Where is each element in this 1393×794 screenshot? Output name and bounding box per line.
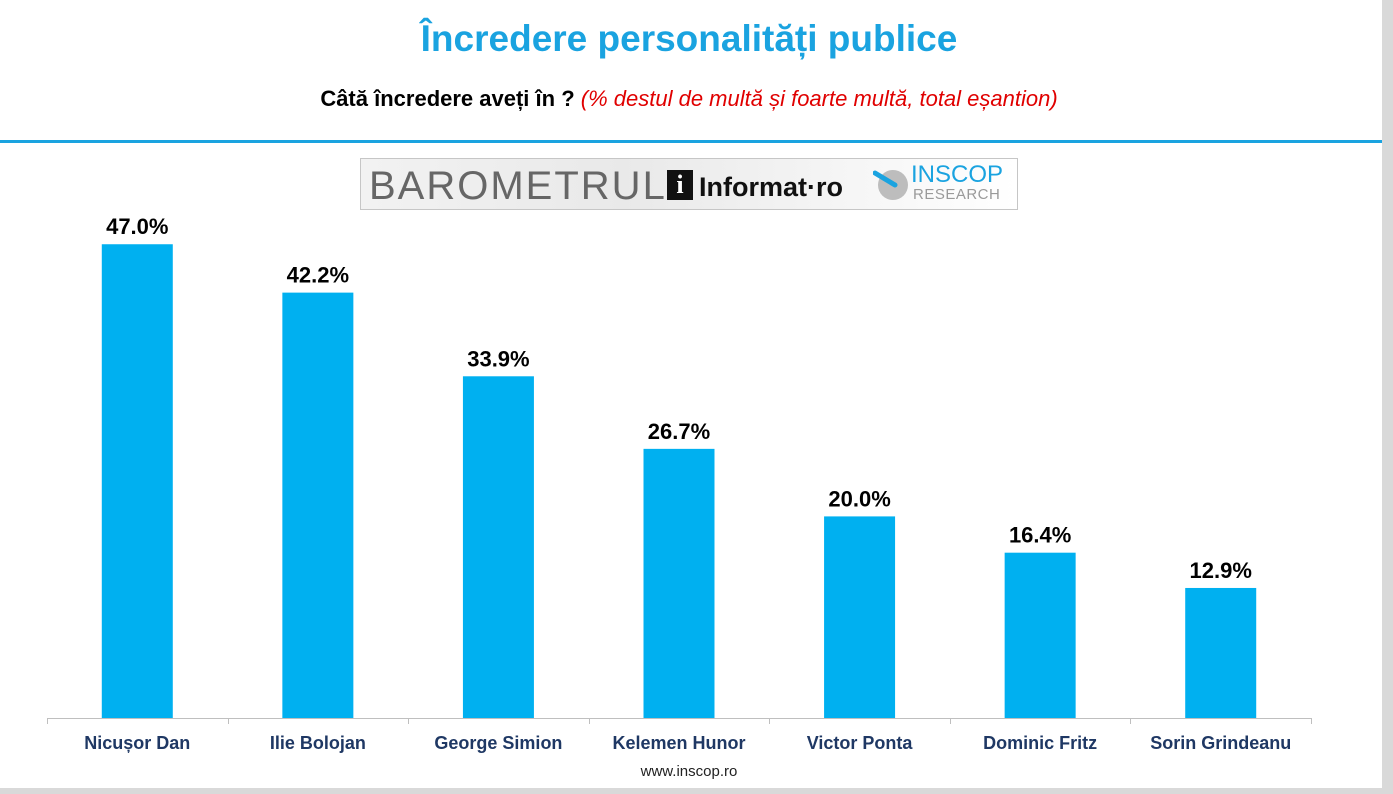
research-wordmark: RESEARCH bbox=[913, 186, 1001, 203]
barometrul-logo-banner: BAROMETRUL i Informat·ro INSCOP RESEARCH bbox=[360, 158, 1018, 210]
bar-value-label: 12.9% bbox=[1190, 558, 1252, 583]
bar bbox=[1004, 552, 1076, 718]
category-label: Kelemen Hunor bbox=[612, 733, 745, 753]
category-label: Victor Ponta bbox=[807, 733, 914, 753]
survey-note: (% destul de multă și foarte multă, tota… bbox=[580, 86, 1058, 111]
bar-value-label: 47.0% bbox=[106, 214, 168, 239]
source-url: www.inscop.ro bbox=[640, 763, 738, 780]
inscop-icon bbox=[872, 167, 909, 208]
bar bbox=[282, 292, 354, 718]
category-label: Ilie Bolojan bbox=[270, 733, 366, 753]
bar bbox=[1185, 587, 1257, 718]
bar bbox=[101, 244, 173, 719]
informat-wordmark: Informat·ro bbox=[699, 172, 843, 202]
category-label: Dominic Fritz bbox=[983, 733, 1097, 753]
category-label: Nicușor Dan bbox=[84, 733, 190, 753]
bar-value-label: 33.9% bbox=[467, 346, 529, 371]
category-label: Sorin Grindeanu bbox=[1150, 733, 1291, 753]
bar-value-label: 42.2% bbox=[287, 263, 349, 288]
header-divider bbox=[0, 140, 1382, 143]
survey-question: Câtă încredere aveți în ? bbox=[320, 86, 575, 111]
chart-title: Încredere personalități publice bbox=[420, 18, 958, 59]
bar bbox=[462, 376, 534, 718]
bar bbox=[824, 516, 896, 718]
chart-subtitle: Câtă încredere aveți în ? (% destul de m… bbox=[0, 86, 1378, 112]
barometrul-wordmark: BAROMETRUL bbox=[369, 164, 667, 208]
category-label: George Simion bbox=[434, 733, 562, 753]
bar-value-label: 20.0% bbox=[828, 486, 890, 511]
bar-value-label: 16.4% bbox=[1009, 523, 1071, 548]
bar-value-label: 26.7% bbox=[648, 419, 710, 444]
informat-i-icon: i bbox=[667, 170, 693, 200]
inscop-wordmark: INSCOP bbox=[911, 161, 1004, 188]
bar bbox=[643, 448, 715, 718]
